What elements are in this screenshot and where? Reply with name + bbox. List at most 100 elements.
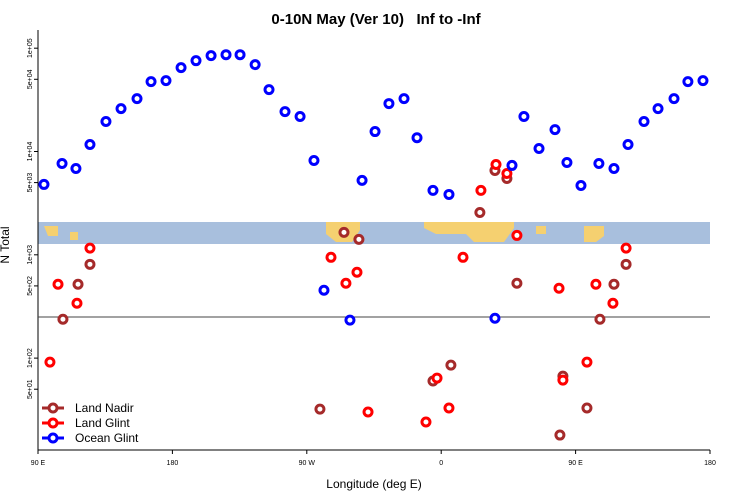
point	[427, 184, 439, 196]
point	[369, 126, 381, 138]
point	[652, 103, 664, 115]
point	[475, 184, 487, 196]
point	[668, 93, 680, 105]
legend-label: Land Nadir	[75, 401, 134, 415]
point	[593, 157, 605, 169]
point	[353, 233, 365, 245]
y-tick-label: 1e+03	[27, 245, 34, 265]
point	[431, 372, 443, 384]
x-tick-label: 90 E	[31, 460, 46, 467]
x-axis-label: Longitude (deg E)	[326, 477, 421, 491]
point	[445, 359, 457, 371]
legend-marker	[47, 402, 59, 414]
point	[314, 403, 326, 415]
point	[682, 76, 694, 88]
point	[511, 229, 523, 241]
point	[549, 124, 561, 136]
point	[553, 282, 565, 294]
point	[622, 138, 634, 150]
point	[362, 406, 374, 418]
point	[489, 312, 501, 324]
x-tick-label: 180	[704, 460, 716, 467]
point	[38, 178, 50, 190]
point	[581, 402, 593, 414]
point	[234, 49, 246, 61]
point	[575, 179, 587, 191]
point	[344, 314, 356, 326]
point	[131, 93, 143, 105]
point	[308, 154, 320, 166]
point	[318, 284, 330, 296]
x-tick-label: 180	[167, 460, 179, 467]
point	[115, 103, 127, 115]
point	[557, 374, 569, 386]
point	[84, 242, 96, 254]
point	[205, 50, 217, 62]
point	[533, 142, 545, 154]
point	[518, 111, 530, 123]
point	[490, 159, 502, 171]
chart-title: 0-10N May (Ver 10) Inf to -Inf	[271, 11, 481, 28]
point	[145, 76, 157, 88]
point	[220, 49, 232, 61]
point	[70, 162, 82, 174]
y-tick-label: 1e+02	[27, 348, 34, 368]
y-tick-label: 1e+04	[27, 142, 34, 162]
legend-marker	[47, 417, 59, 429]
x-tick-label: 90 E	[568, 460, 583, 467]
point	[420, 416, 432, 428]
x-tick-label: 90 W	[299, 460, 316, 467]
point	[325, 251, 337, 263]
point	[501, 167, 513, 179]
point	[581, 356, 593, 368]
point	[340, 277, 352, 289]
y-tick-label: 5e+02	[27, 276, 34, 296]
point	[190, 55, 202, 67]
point	[590, 278, 602, 290]
point	[608, 162, 620, 174]
point	[56, 157, 68, 169]
point	[351, 266, 363, 278]
point	[57, 313, 69, 325]
point	[279, 106, 291, 118]
point	[294, 111, 306, 123]
x-tick-label: 0	[439, 460, 443, 467]
point	[263, 84, 275, 96]
point	[697, 75, 709, 87]
point	[620, 258, 632, 270]
point	[620, 242, 632, 254]
legend-marker	[47, 432, 59, 444]
point	[84, 258, 96, 270]
point	[443, 402, 455, 414]
point	[84, 138, 96, 150]
point	[411, 132, 423, 144]
point	[100, 116, 112, 128]
point	[398, 93, 410, 105]
point	[71, 297, 83, 309]
world-map-strip	[38, 222, 710, 244]
point	[608, 278, 620, 290]
point	[594, 313, 606, 325]
y-tick-label: 1e+05	[27, 38, 34, 58]
point	[561, 156, 573, 168]
point	[356, 174, 368, 186]
point	[44, 356, 56, 368]
point	[511, 277, 523, 289]
point	[457, 251, 469, 263]
point	[338, 226, 350, 238]
point	[443, 188, 455, 200]
point	[638, 116, 650, 128]
point	[175, 62, 187, 74]
point	[607, 297, 619, 309]
legend-label: Land Glint	[75, 416, 130, 430]
point	[160, 75, 172, 87]
y-axis-label: N Total	[0, 226, 12, 263]
point	[249, 59, 261, 71]
point	[506, 159, 518, 171]
legend-label: Ocean Glint	[75, 431, 139, 445]
point	[52, 278, 64, 290]
point	[554, 429, 566, 441]
y-tick-label: 5e+01	[27, 379, 34, 399]
y-tick-label: 5e+03	[27, 173, 34, 193]
